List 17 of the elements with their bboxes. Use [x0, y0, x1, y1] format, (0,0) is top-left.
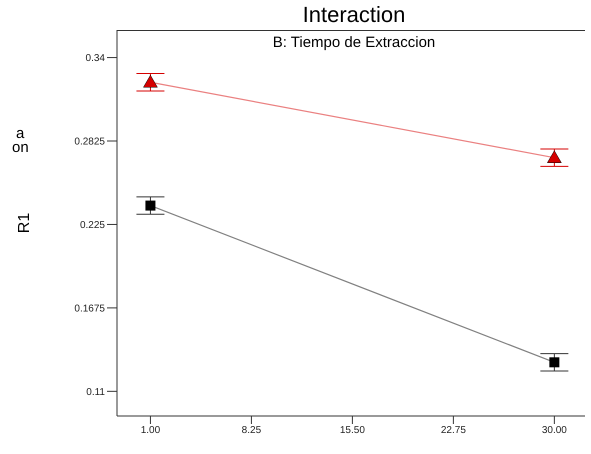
x-tick-label: 1.00 — [140, 425, 161, 436]
x-tick-label: 22.75 — [440, 425, 466, 436]
chart-subtitle: B: Tiempo de Extraccion — [272, 34, 436, 51]
y-tick-label: 0.225 — [80, 220, 106, 231]
y-tick-label: 0.1675 — [74, 303, 106, 314]
x-tick-label: 15.50 — [340, 425, 366, 436]
point — [145, 200, 156, 211]
x-tick-label: 8.25 — [242, 425, 262, 436]
chart-title: Interaction — [302, 2, 406, 28]
text: on — [12, 139, 29, 156]
y-tick-label: 0.34 — [86, 53, 106, 64]
point — [549, 357, 560, 368]
y-tick-label: 0.11 — [86, 386, 106, 398]
text: a — [16, 125, 24, 142]
y-tick-label: 0.2825 — [74, 136, 106, 148]
x-tick-label: 30.00 — [542, 425, 568, 436]
y-axis-title: R1 — [16, 212, 34, 236]
